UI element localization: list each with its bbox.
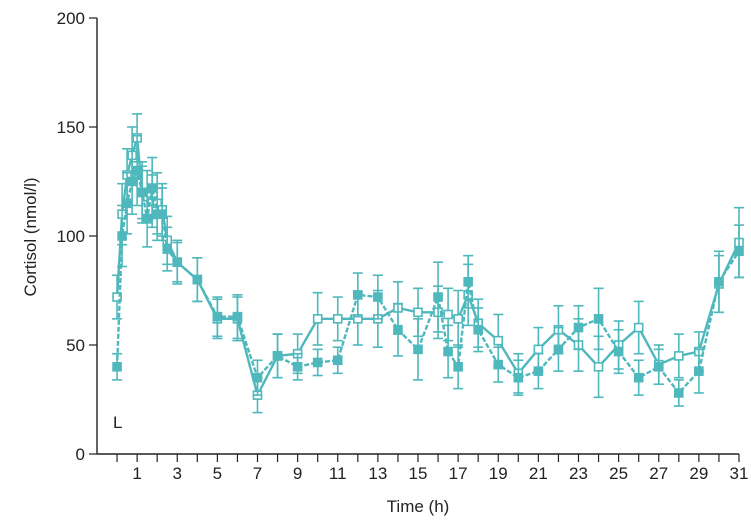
data-point [393, 324, 403, 335]
x-tick-label: 11 [329, 464, 347, 483]
x-tick-label: 29 [689, 464, 708, 483]
data-point [734, 246, 744, 257]
x-tick-label: 5 [213, 464, 222, 483]
data-point [332, 355, 343, 366]
data-point [653, 361, 664, 372]
data-point [212, 311, 223, 322]
data-point [674, 351, 684, 361]
x-tick-label: 27 [649, 464, 668, 483]
data-point [147, 183, 157, 193]
data-point [694, 366, 704, 376]
data-point [112, 361, 122, 372]
data-point [433, 292, 443, 302]
x-tick-label: 1 [132, 464, 141, 483]
data-point [373, 292, 383, 302]
series-1 [112, 113, 744, 414]
y-tick-label: 50 [66, 336, 85, 355]
data-point [312, 357, 323, 368]
data-point [493, 359, 504, 370]
y-tick-label: 150 [57, 118, 85, 137]
x-tick-label: 17 [449, 464, 468, 483]
x-axis-title: Time (h) [387, 497, 450, 516]
data-point [413, 307, 423, 318]
x-tick-label: 25 [609, 464, 628, 483]
y-tick-label: 200 [57, 9, 85, 28]
y-tick-label: 100 [57, 227, 85, 246]
series-layer [112, 113, 744, 414]
data-point [353, 290, 363, 300]
y-axis-title: Cortisol (nmol/l) [21, 177, 40, 296]
data-point [332, 314, 343, 324]
x-tick-label: 19 [489, 464, 508, 483]
data-point [413, 344, 423, 355]
x-tick-label: 3 [173, 464, 182, 483]
data-point [137, 187, 147, 198]
data-point [272, 351, 283, 361]
data-point [172, 257, 183, 267]
x-tick-label: 15 [409, 464, 428, 483]
data-point [162, 244, 173, 254]
data-point [232, 311, 243, 322]
data-point [252, 372, 263, 383]
data-point [613, 346, 624, 357]
data-point [192, 274, 203, 285]
data-point [453, 314, 463, 324]
data-point [633, 322, 644, 333]
data-point [443, 346, 453, 357]
data-point [533, 344, 544, 355]
data-point [122, 198, 132, 209]
data-point [533, 366, 544, 376]
y-tick-label: 0 [76, 445, 85, 464]
data-point [453, 361, 463, 372]
data-point [513, 372, 524, 383]
annotation-label: L [113, 413, 122, 432]
data-point [553, 344, 564, 355]
series-line [115, 137, 741, 399]
data-point [674, 388, 684, 398]
series-line [115, 166, 741, 395]
data-point [127, 176, 137, 187]
data-point [132, 165, 142, 176]
series-2 [112, 134, 744, 407]
x-tick-label: 21 [529, 464, 548, 483]
data-point [312, 314, 323, 324]
data-point [593, 361, 604, 372]
data-point [292, 361, 303, 372]
data-point [493, 335, 504, 346]
data-point [112, 292, 122, 302]
data-point [463, 276, 473, 287]
x-tick-label: 13 [368, 464, 387, 483]
data-point [443, 309, 453, 320]
x-tick-label: 7 [253, 464, 262, 483]
data-point [142, 213, 152, 224]
data-point [593, 314, 604, 324]
data-point [117, 231, 127, 241]
x-tick-label: 23 [569, 464, 588, 483]
data-point [157, 209, 168, 219]
data-point [714, 276, 724, 287]
data-point [573, 322, 584, 333]
data-point [473, 324, 483, 335]
data-point [633, 372, 644, 383]
x-tick-label: 9 [293, 464, 302, 483]
x-tick-label: 31 [730, 464, 749, 483]
